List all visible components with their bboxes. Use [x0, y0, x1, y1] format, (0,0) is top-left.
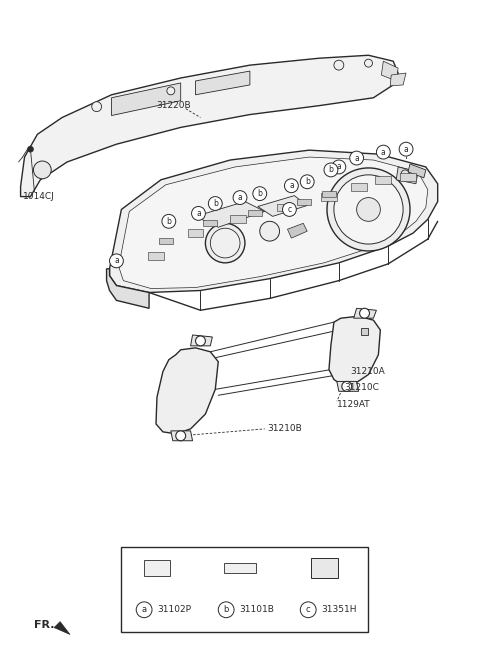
Text: FR.: FR.	[35, 620, 55, 630]
Circle shape	[27, 146, 34, 152]
Text: b: b	[167, 217, 171, 226]
Circle shape	[109, 254, 123, 267]
Circle shape	[167, 87, 175, 95]
Circle shape	[334, 60, 344, 70]
Circle shape	[342, 382, 352, 392]
Text: b: b	[213, 199, 218, 208]
Polygon shape	[171, 431, 192, 441]
Polygon shape	[297, 199, 311, 205]
Circle shape	[300, 602, 316, 618]
Circle shape	[34, 161, 51, 179]
Polygon shape	[288, 223, 307, 238]
Circle shape	[218, 602, 234, 618]
Polygon shape	[224, 564, 256, 573]
Text: 31210A: 31210A	[351, 367, 385, 376]
Polygon shape	[248, 211, 262, 216]
Text: a: a	[381, 147, 386, 157]
Text: b: b	[328, 165, 334, 174]
Circle shape	[162, 214, 176, 228]
Text: a: a	[336, 163, 341, 171]
Polygon shape	[21, 55, 398, 197]
Circle shape	[233, 191, 247, 205]
Text: 31102P: 31102P	[157, 605, 191, 614]
Polygon shape	[276, 203, 292, 211]
Text: 31210C: 31210C	[344, 383, 379, 392]
Polygon shape	[195, 201, 264, 227]
Polygon shape	[191, 335, 212, 346]
Circle shape	[260, 221, 279, 241]
Circle shape	[136, 602, 152, 618]
Polygon shape	[375, 176, 391, 183]
Polygon shape	[337, 382, 359, 392]
Circle shape	[205, 223, 245, 263]
Text: 31210B: 31210B	[268, 424, 302, 434]
Polygon shape	[107, 269, 149, 308]
Polygon shape	[322, 191, 336, 197]
Circle shape	[360, 308, 370, 318]
Polygon shape	[258, 195, 307, 216]
Polygon shape	[396, 167, 418, 183]
Bar	[121, 548, 369, 632]
Circle shape	[195, 336, 205, 346]
Circle shape	[208, 197, 222, 211]
Circle shape	[324, 163, 338, 177]
Polygon shape	[351, 183, 367, 191]
Polygon shape	[354, 308, 376, 318]
Circle shape	[350, 151, 363, 165]
Circle shape	[401, 170, 409, 178]
Circle shape	[192, 207, 205, 220]
Circle shape	[399, 142, 413, 156]
Text: c: c	[288, 205, 291, 214]
Circle shape	[176, 431, 186, 441]
Text: a: a	[196, 209, 201, 218]
Text: a: a	[289, 181, 294, 190]
Polygon shape	[111, 83, 180, 115]
Circle shape	[334, 175, 403, 244]
Text: a: a	[404, 145, 408, 153]
Text: b: b	[224, 605, 229, 614]
Circle shape	[300, 175, 314, 189]
Polygon shape	[188, 229, 204, 237]
Circle shape	[357, 197, 380, 221]
Circle shape	[327, 168, 410, 251]
Circle shape	[332, 160, 346, 174]
Circle shape	[285, 179, 298, 193]
Polygon shape	[381, 61, 398, 81]
Polygon shape	[144, 560, 170, 576]
Polygon shape	[159, 238, 173, 244]
Polygon shape	[230, 215, 246, 223]
Polygon shape	[329, 316, 380, 384]
Polygon shape	[204, 220, 217, 226]
Polygon shape	[400, 173, 416, 181]
Text: 1129AT: 1129AT	[337, 400, 371, 409]
Polygon shape	[148, 252, 164, 260]
Circle shape	[210, 228, 240, 258]
Text: a: a	[142, 605, 147, 614]
Polygon shape	[195, 71, 250, 95]
Text: c: c	[306, 605, 311, 614]
Circle shape	[364, 59, 372, 67]
Polygon shape	[54, 622, 70, 634]
Circle shape	[92, 101, 102, 111]
Polygon shape	[360, 328, 369, 335]
Text: 31220B: 31220B	[156, 101, 191, 110]
Polygon shape	[311, 558, 338, 578]
Text: a: a	[354, 153, 359, 163]
Text: 1014CJ: 1014CJ	[23, 192, 54, 201]
Circle shape	[253, 187, 267, 201]
Text: b: b	[257, 189, 262, 198]
Circle shape	[376, 145, 390, 159]
Text: a: a	[238, 193, 242, 202]
Polygon shape	[109, 150, 438, 293]
Text: 31101B: 31101B	[239, 605, 274, 614]
Circle shape	[283, 203, 296, 216]
Text: a: a	[114, 256, 119, 265]
Polygon shape	[408, 164, 426, 178]
Polygon shape	[321, 193, 337, 201]
Polygon shape	[156, 348, 218, 434]
Text: 31351H: 31351H	[321, 605, 357, 614]
Polygon shape	[120, 157, 428, 289]
Text: b: b	[305, 177, 310, 186]
Polygon shape	[390, 73, 406, 86]
